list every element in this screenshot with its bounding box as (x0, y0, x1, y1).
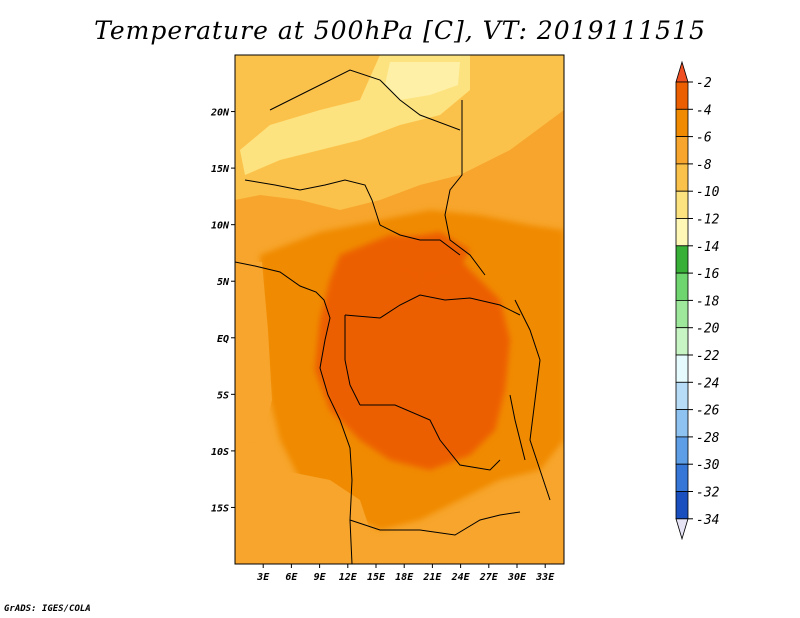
colorbar: -2 -4 -6 -8 -10 -12 -14 -16 -18 -20 -22 -24 -26 -28 -3… (675, 60, 720, 541)
map-frame (234, 54, 565, 565)
temperature-field (235, 55, 564, 564)
colorbar-label: -4 (696, 103, 712, 118)
colorbar-swatch (675, 190, 689, 219)
x-tick-label: 27E (479, 572, 499, 583)
border-car (379, 224, 461, 256)
x-tick-label: 21E (422, 572, 442, 583)
border-angola-south (349, 511, 521, 536)
y-tick-label: 15S (211, 503, 229, 514)
colorbar-label: -24 (696, 376, 719, 391)
map-borders (235, 69, 551, 564)
border-sahel-line (244, 179, 381, 226)
field-northern-warm-patch (395, 232, 470, 280)
y-tick-label: 10N (211, 221, 230, 232)
field-west-coast (235, 260, 272, 445)
colorbar-swatch (675, 436, 689, 465)
colorbar-label: -34 (696, 513, 719, 528)
x-tick-label: 30E (507, 572, 527, 583)
colorbar-swatch (675, 218, 689, 247)
colorbar-label: -30 (696, 458, 720, 473)
chart-title: Temperature at 500hPa [C], VT: 201911151… (94, 16, 706, 45)
colorbar-under-triangle (675, 518, 689, 541)
colorbar-swatch (675, 299, 689, 329)
colorbar-label: -14 (696, 240, 719, 255)
x-axis: 3E 6E 9E 12E 15E 18E 21E 24E 27E 30E 33E (256, 564, 555, 583)
border-drc-north (344, 294, 521, 319)
y-tick-label: 5S (217, 390, 229, 401)
border-east-vertical (444, 100, 486, 276)
colorbar-swatch (675, 409, 689, 438)
colorbar-label: -12 (696, 213, 720, 228)
border-north-line (269, 69, 461, 131)
y-tick-label: EQ (217, 334, 229, 345)
coastline-west-africa (235, 261, 353, 564)
x-tick-label: 3E (256, 572, 270, 583)
border-drc-west (344, 315, 361, 406)
colorbar-label: -22 (696, 349, 720, 364)
colorbar-label: -6 (696, 131, 712, 146)
colorbar-swatch (675, 245, 689, 274)
x-tick-label: 33E (535, 572, 555, 583)
field-sahara-coolest-2 (385, 62, 460, 100)
y-tick-label: 20N (210, 108, 230, 119)
x-tick-label: 18E (395, 572, 414, 583)
colorbar-swatch (675, 108, 689, 138)
colorbar-label: -26 (696, 404, 720, 419)
colorbar-over-triangle (675, 60, 689, 83)
x-tick-label: 12E (339, 572, 358, 583)
colorbar-swatch (675, 136, 689, 165)
colorbar-label: -20 (696, 322, 720, 337)
x-tick-label: 6E (285, 572, 298, 583)
field-congo-warmest (315, 235, 510, 470)
x-tick-label: 24E (451, 572, 471, 583)
colorbar-label: -18 (696, 294, 720, 309)
field-southwest (235, 470, 370, 564)
colorbar-swatch (675, 327, 689, 356)
border-east-africa (514, 299, 551, 501)
colorbar-label: -8 (696, 158, 712, 173)
colorbar-swatch (675, 463, 689, 492)
x-tick-label: 9E (314, 572, 327, 583)
y-axis: 20N 15N 10N 5N EQ 5S 10S 15S (210, 108, 235, 514)
colorbar-label: -28 (696, 431, 720, 446)
grads-credit: GrADS: IGES/COLA (4, 604, 91, 614)
border-drc-south (360, 404, 501, 471)
colorbar-label: -2 (696, 76, 712, 91)
colorbar-label: -32 (696, 486, 720, 501)
field-north-cool (235, 55, 564, 210)
border-lake (509, 394, 526, 461)
colorbar-swatch (675, 81, 689, 110)
y-tick-label: 5N (217, 277, 230, 288)
colorbar-swatch (675, 354, 689, 383)
y-tick-label: 15N (211, 164, 230, 175)
colorbar-swatch (675, 491, 689, 520)
colorbar-label: -10 (696, 185, 720, 200)
colorbar-swatch (675, 272, 689, 301)
colorbar-swatch (675, 163, 689, 192)
x-tick-label: 15E (367, 572, 386, 583)
colorbar-swatch (675, 381, 689, 410)
colorbar-label: -16 (696, 267, 720, 282)
y-tick-label: 10S (211, 447, 229, 458)
